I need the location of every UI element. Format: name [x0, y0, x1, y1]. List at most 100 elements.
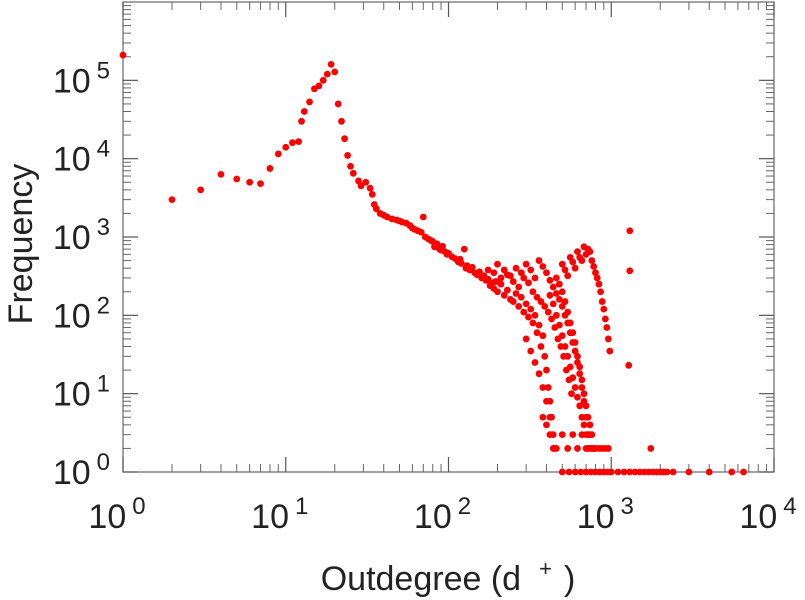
data-point	[331, 68, 339, 76]
data-point	[571, 468, 579, 476]
data-point	[539, 332, 547, 340]
data-point	[647, 445, 655, 452]
data-point	[492, 278, 500, 285]
plot-frame	[122, 1, 775, 473]
x-tick-label: 10 3	[577, 493, 634, 536]
data-point	[522, 300, 530, 308]
y-tick-label: 10 1	[53, 371, 110, 414]
data-point	[578, 376, 586, 384]
data-point	[571, 264, 579, 272]
data-point	[582, 445, 590, 452]
data-point	[565, 468, 573, 476]
data-point	[577, 468, 585, 476]
data-point	[509, 298, 517, 305]
x-tick-label: 10 2	[414, 493, 471, 536]
data-point	[574, 352, 581, 360]
data-point	[603, 324, 611, 331]
data-point	[535, 257, 543, 264]
data-point	[520, 308, 528, 316]
data-point	[509, 278, 517, 285]
data-point	[539, 384, 547, 391]
data-point	[569, 329, 577, 337]
data-point	[574, 445, 581, 452]
data-point	[527, 305, 535, 313]
x-tick-label: 10 0	[88, 493, 145, 536]
data-point	[558, 260, 566, 268]
data-point	[552, 445, 560, 452]
data-point	[517, 269, 525, 277]
data-point	[535, 370, 543, 378]
data-point	[344, 152, 352, 159]
data-point	[233, 175, 241, 183]
data-point	[558, 431, 566, 439]
x-axis-title: Outdegree (d +)	[321, 556, 576, 598]
data-point	[705, 468, 713, 476]
data-point	[626, 227, 634, 235]
y-tick-label: 10 3	[53, 214, 110, 257]
data-point	[571, 384, 579, 391]
data-point	[568, 390, 575, 398]
data-point	[586, 431, 594, 439]
data-point	[168, 196, 176, 204]
data-point	[295, 138, 303, 146]
x-tick-labels: 10 0 10 1 10 2 10 3 10 4	[88, 493, 796, 536]
data-point	[586, 248, 594, 256]
y-tick-label: 10 5	[53, 57, 110, 100]
data-point	[595, 280, 603, 288]
data-point	[548, 315, 555, 323]
data-point	[457, 260, 465, 267]
data-point	[604, 335, 612, 343]
data-point	[561, 266, 569, 274]
data-point	[552, 274, 560, 282]
data-point	[543, 421, 550, 429]
data-point	[586, 421, 594, 429]
data-point	[323, 70, 331, 78]
data-point	[580, 390, 588, 398]
data-point	[561, 343, 569, 350]
data-point	[561, 298, 569, 305]
data-point	[349, 169, 357, 177]
data-point	[590, 445, 598, 452]
data-point	[544, 308, 552, 316]
data-point	[555, 295, 563, 303]
data-point	[362, 178, 370, 186]
data-point	[552, 290, 560, 297]
data-point	[584, 413, 592, 421]
data-point	[546, 276, 554, 284]
data-point	[289, 139, 296, 147]
data-point	[582, 402, 590, 410]
data-point	[626, 468, 634, 476]
data-point	[571, 339, 579, 346]
minor-ticks	[123, 2, 774, 472]
data-point	[546, 291, 554, 299]
y-axis-title: Frequency	[2, 164, 40, 325]
data-point	[372, 205, 380, 213]
data-point	[319, 76, 327, 84]
data-point	[197, 186, 205, 194]
data-point	[558, 468, 566, 476]
data-point	[531, 311, 539, 319]
data-point	[525, 279, 532, 287]
data-point	[598, 298, 606, 305]
data-point	[527, 266, 535, 274]
data-point	[558, 288, 566, 296]
data-point	[522, 335, 530, 343]
data-point	[298, 117, 305, 125]
y-tick-label: 10 4	[53, 136, 110, 179]
data-point	[500, 291, 508, 299]
data-point	[419, 213, 427, 221]
data-point	[529, 319, 537, 327]
data-point	[541, 352, 549, 360]
data-point	[582, 468, 590, 476]
data-point	[500, 266, 508, 274]
data-point	[669, 468, 677, 476]
data-point	[552, 311, 560, 319]
data-point	[564, 308, 572, 316]
data-point	[439, 242, 447, 250]
data-point	[257, 180, 264, 188]
data-point	[527, 347, 535, 355]
data-point	[119, 51, 127, 59]
data-point	[549, 283, 557, 291]
data-point	[334, 100, 342, 108]
